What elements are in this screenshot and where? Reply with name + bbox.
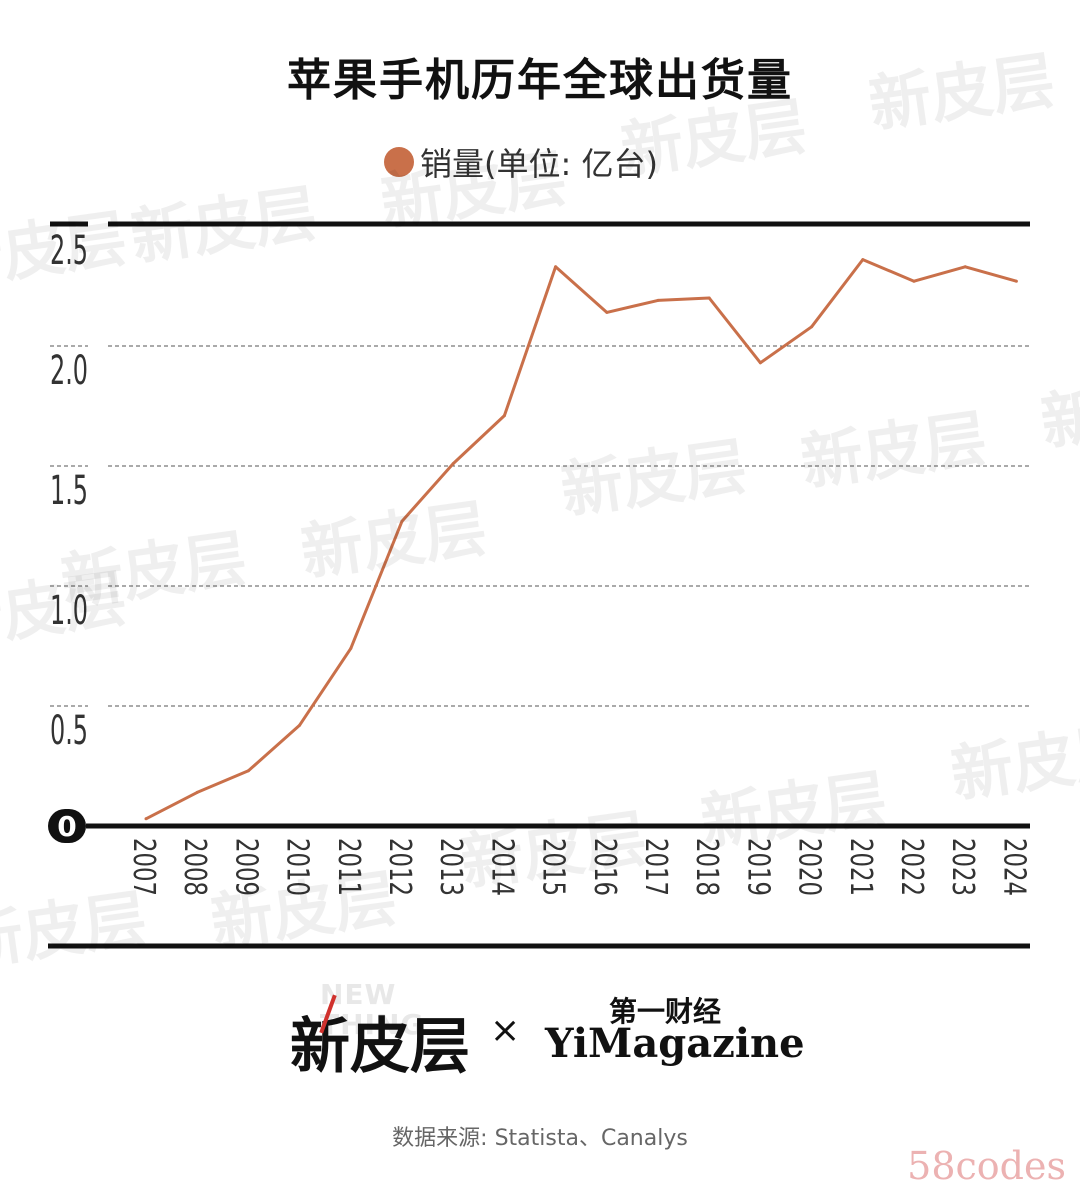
data-point	[298, 723, 302, 727]
yimagazine-logo-en: YiMagazine	[545, 1020, 805, 1067]
data-point	[195, 790, 199, 794]
branding-footer: NEW THING 新皮层 × 第一财经 YiMagazine	[0, 980, 1080, 1090]
brand-separator: ×	[490, 1010, 521, 1051]
data-point	[605, 310, 609, 314]
series-line	[145, 258, 1017, 821]
legend-label: 销量(单位: 亿台)	[420, 145, 658, 183]
data-point	[707, 296, 711, 300]
y-zero-badge	[48, 809, 86, 843]
x-tick-label: 2012	[382, 838, 417, 896]
y-tick-label: 1.0	[50, 588, 88, 634]
x-tick-label: 2011	[331, 838, 366, 896]
data-point	[656, 298, 660, 302]
xinpiceng-logo-text: 新皮层	[290, 1012, 470, 1082]
x-tick-label: 2024	[996, 838, 1031, 896]
y-tick-label: 0	[57, 810, 76, 843]
x-tick-label: 2009	[228, 838, 263, 896]
x-tick-label: 2013	[433, 838, 468, 896]
data-point	[246, 769, 250, 773]
data-point	[1014, 279, 1018, 283]
source-note: 数据来源: Statista、Canalys	[392, 1126, 688, 1151]
chart-title: 苹果手机历年全球出货量	[287, 55, 793, 106]
chart-legend: 销量(单位: 亿台)	[384, 142, 658, 183]
yimagazine-logo-cn: 第一财经	[609, 995, 722, 1028]
xinpiceng-logo: NEW THING 新皮层	[290, 980, 480, 1083]
x-tick-label: 2008	[177, 838, 212, 896]
data-point	[758, 361, 762, 365]
x-tick-label: 2023	[945, 838, 980, 896]
y-tick-label: 0.5	[50, 708, 88, 754]
x-tick-label: 2021	[843, 838, 878, 896]
xinpiceng-logo-bg: NEW THING	[320, 978, 425, 1041]
data-point	[810, 325, 814, 329]
data-point	[451, 462, 455, 466]
data-point	[861, 258, 865, 262]
site-watermark: 58codes	[907, 1144, 1066, 1188]
x-tick-label: 2022	[894, 838, 929, 896]
x-tick-label: 2016	[587, 838, 622, 896]
data-point	[349, 646, 353, 650]
x-tick-label: 2018	[689, 838, 724, 896]
x-tick-label: 2015	[536, 838, 571, 896]
data-point	[144, 817, 148, 821]
x-tick-label: 2017	[638, 838, 673, 896]
x-tick-label: 2020	[792, 838, 827, 896]
x-tick-label: 2019	[740, 838, 775, 896]
data-point	[963, 265, 967, 269]
y-tick-label: 2.0	[50, 348, 88, 394]
y-tick-label: 1.5	[50, 468, 88, 514]
data-point	[554, 265, 558, 269]
data-point	[912, 279, 916, 283]
y-tick-label: 2.5	[50, 228, 88, 274]
x-tick-label: 2010	[280, 838, 315, 896]
data-point	[400, 519, 404, 523]
data-point	[502, 414, 506, 418]
x-tick-label: 2014	[484, 838, 519, 896]
x-tick-label: 2007	[126, 838, 161, 896]
line-chart: 0 0.5 1.0 1.5 2.0 2.5 2007 2008 2009 2010 2011 2012…	[48, 221, 1031, 949]
legend-dot-icon	[384, 147, 414, 177]
